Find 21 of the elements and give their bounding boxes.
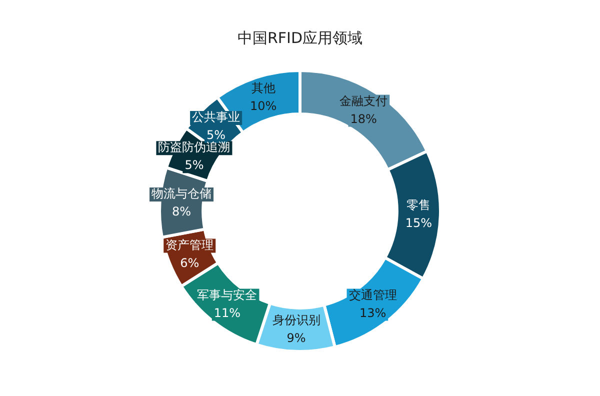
slice-label: 零售 [406, 198, 431, 212]
data-label: 10% [250, 99, 277, 114]
slice-label: 资产管理 [166, 238, 214, 252]
slice-label: 金融支付 [340, 94, 388, 108]
data-label: 5% [206, 128, 226, 142]
slice-label: 军事与安全 [197, 288, 258, 302]
slice-label: 身份识别 [272, 312, 320, 327]
data-label: 13% [359, 306, 386, 320]
slice-label: 交通管理 [348, 288, 397, 302]
data-label: 6% [180, 256, 200, 270]
data-label: 5% [184, 158, 204, 172]
slice-label: 物流与仓储 [152, 186, 212, 201]
chart-title: 中国RFID应用领域 [237, 28, 363, 47]
data-label: 8% [172, 204, 192, 219]
slice-label: 公共事业 [192, 110, 240, 124]
data-label: 15% [405, 216, 432, 230]
data-label: 11% [214, 306, 241, 320]
data-label: 9% [286, 330, 306, 345]
slice-label: 防盗防伪追溯 [158, 140, 230, 154]
slice-label: 其他 [251, 81, 276, 96]
data-label: 18% [350, 112, 377, 126]
